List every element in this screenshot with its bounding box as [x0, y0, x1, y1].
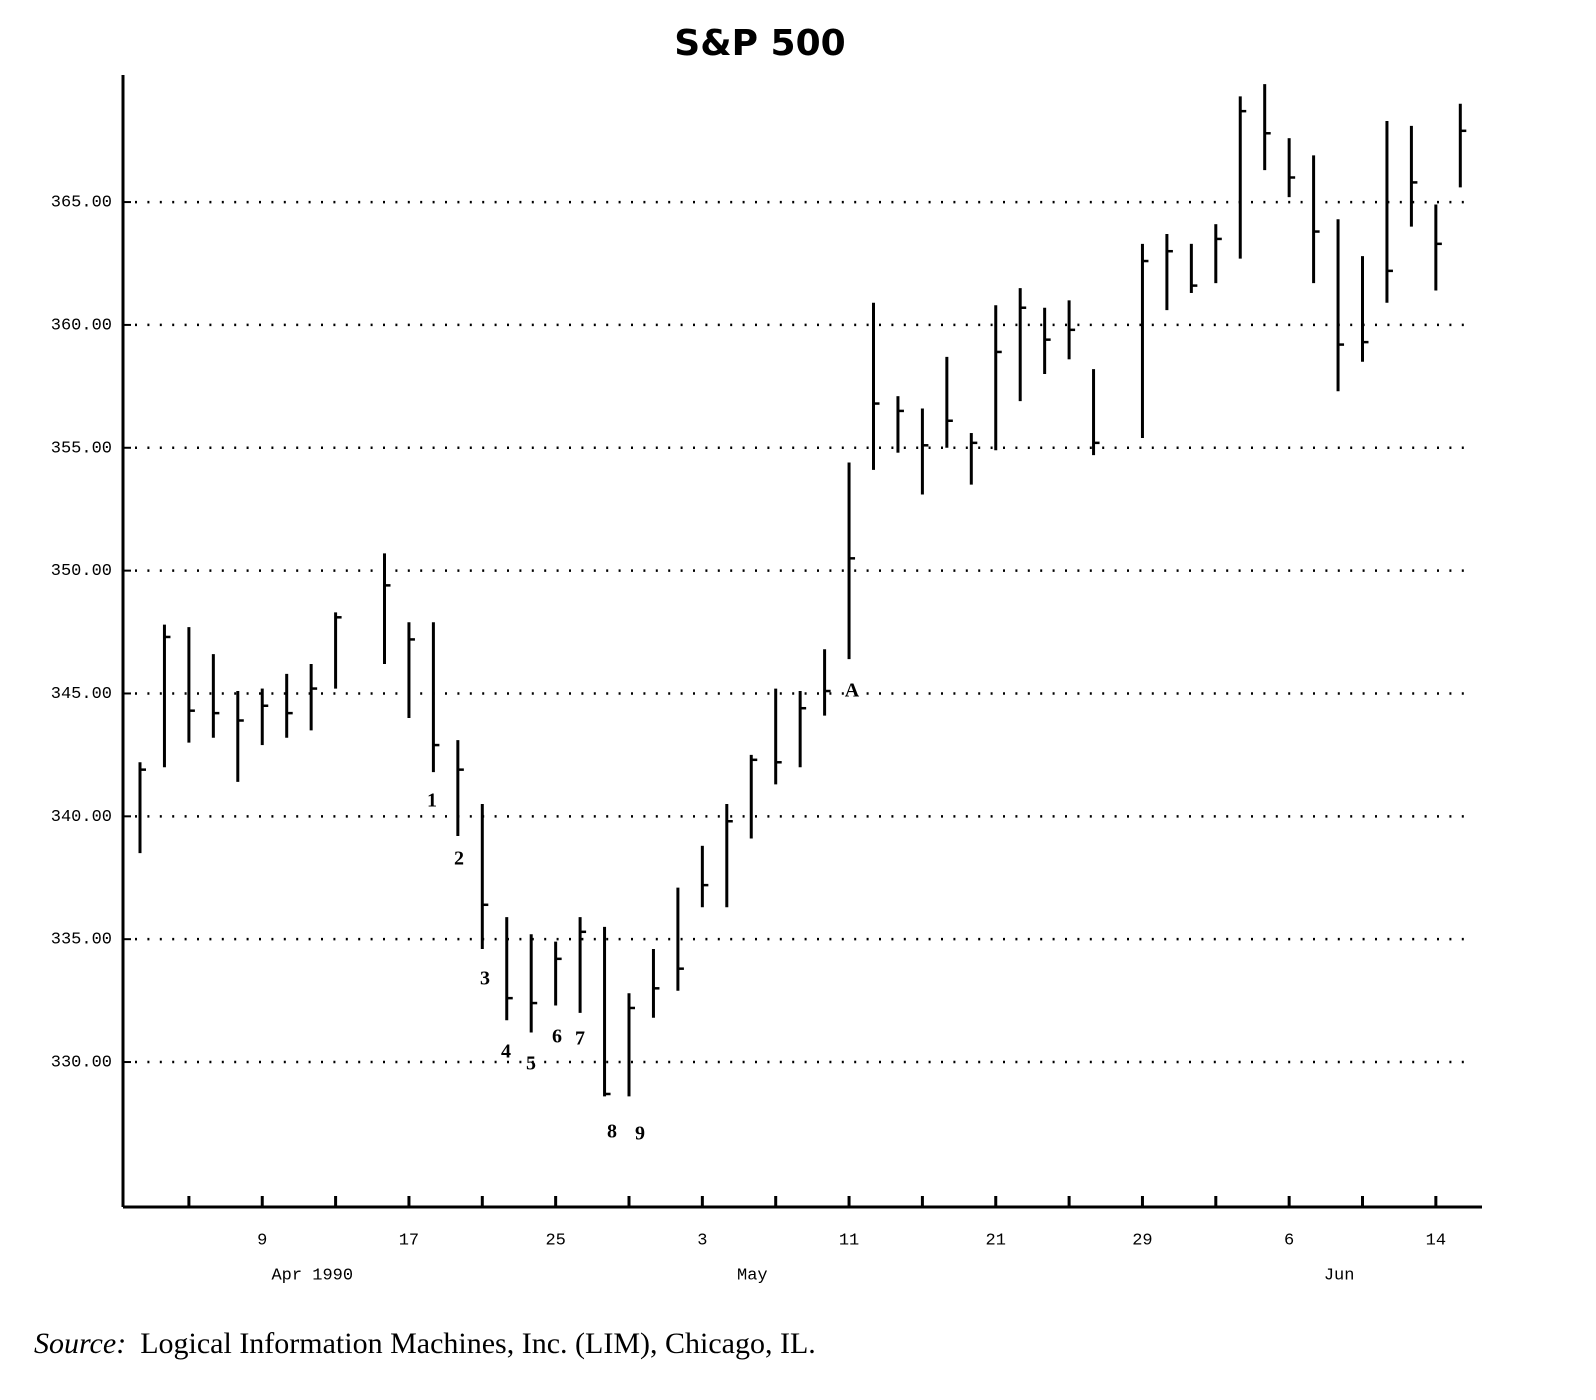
x-tick-label: 17 [399, 1231, 419, 1250]
annotation: 6 [552, 1026, 562, 1048]
annotation: 8 [607, 1121, 617, 1143]
y-tick-label: 330.00 [51, 1054, 112, 1073]
month-label: May [737, 1266, 768, 1285]
x-tick-label: 21 [986, 1231, 1006, 1250]
x-tick-label: 3 [697, 1231, 707, 1250]
x-tick-label: 14 [1426, 1231, 1446, 1250]
chart-title: S&P 500 [674, 23, 845, 64]
y-tick-label: 350.00 [51, 562, 112, 581]
annotation: 1 [427, 790, 437, 812]
x-tick-label: 29 [1132, 1231, 1152, 1250]
annotation: 5 [526, 1053, 536, 1075]
y-tick-label: 360.00 [51, 316, 112, 335]
annotation: 7 [575, 1028, 585, 1050]
annotation: 2 [454, 848, 464, 870]
annotation: A [845, 680, 860, 702]
x-tick-label: 9 [257, 1231, 267, 1250]
y-tick-label: 355.00 [51, 439, 112, 458]
annotation: 3 [480, 968, 490, 990]
annotation: 4 [501, 1041, 511, 1063]
y-tick-label: 340.00 [51, 808, 112, 827]
x-tick-label: 6 [1284, 1231, 1294, 1250]
annotation: 9 [635, 1123, 645, 1145]
y-tick-label: 365.00 [51, 194, 112, 213]
y-tick-label: 345.00 [51, 685, 112, 704]
source-label: Source: [34, 1327, 126, 1360]
x-tick-label: 25 [545, 1231, 565, 1250]
source-text: Logical Information Machines, Inc. (LIM)… [140, 1327, 816, 1360]
x-tick-label: 11 [839, 1231, 859, 1250]
month-label: Jun [1324, 1266, 1355, 1285]
source: Source: Logical Information Machines, Inc… [34, 1327, 816, 1360]
month-label: Apr 1990 [271, 1266, 353, 1285]
y-tick-label: 335.00 [51, 931, 112, 950]
